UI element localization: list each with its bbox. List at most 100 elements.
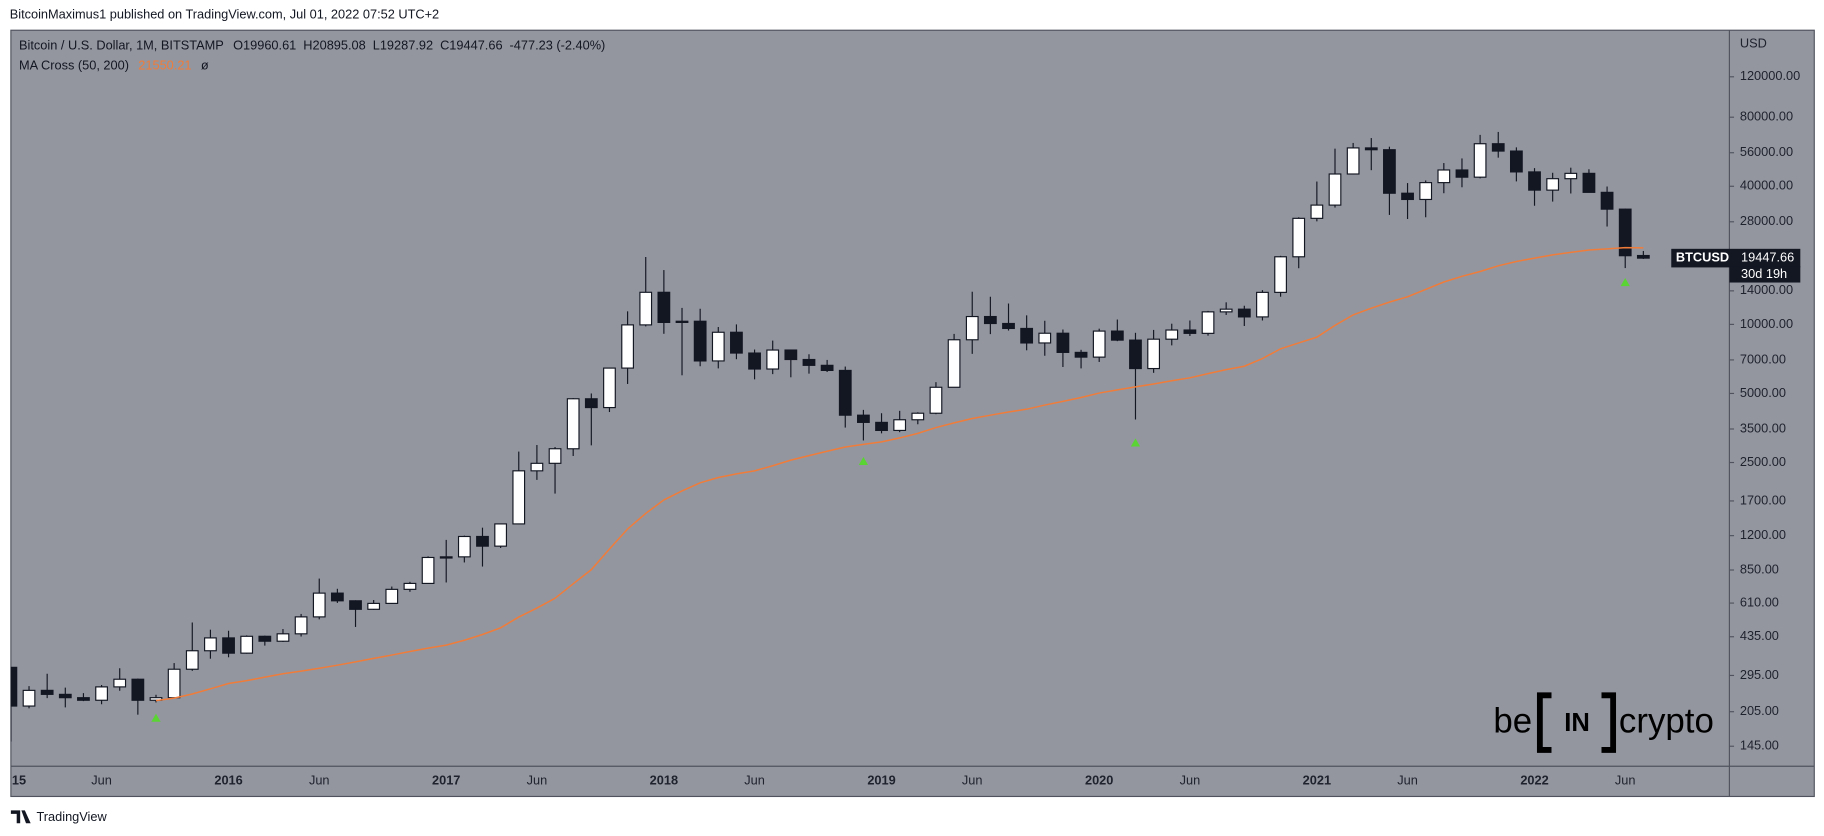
candle-body <box>1528 171 1541 191</box>
y-tick-label: 10000.00 <box>1740 316 1793 331</box>
candle-body <box>983 315 997 325</box>
legend-ma-value: 21550.21 <box>138 58 191 73</box>
candle-body <box>312 592 326 618</box>
candle-body <box>185 650 199 670</box>
watermark-middle: IN <box>1564 709 1590 737</box>
legend-h-label: H <box>303 38 312 53</box>
legend-c-label: C <box>440 38 449 53</box>
candle-body <box>1509 150 1523 173</box>
price-label: BTCUSD 19447.66 30d 19h <box>1671 248 1801 283</box>
candle-body <box>548 448 562 464</box>
candle-body <box>875 421 888 432</box>
candle-body <box>95 686 108 701</box>
y-tick-label: 145.00 <box>1740 738 1779 753</box>
candle-body <box>947 339 961 388</box>
candle-body <box>1455 169 1469 178</box>
candle-body <box>240 635 254 654</box>
candle-body <box>330 592 344 602</box>
y-tick-label: 40000.00 <box>1740 178 1793 193</box>
y-tick-label: 1700.00 <box>1740 492 1786 507</box>
x-tick-label: Jun <box>1397 773 1418 788</box>
candle-body <box>40 689 54 695</box>
candle-body <box>711 331 725 362</box>
candle-body <box>1473 143 1487 178</box>
x-tick-label: 15 <box>12 773 26 788</box>
candle-body <box>1183 329 1197 334</box>
x-tick-label: Jun <box>744 773 765 788</box>
x-tick-label: 2018 <box>650 773 678 788</box>
x-tick-label: Jun <box>1180 773 1201 788</box>
candle-body <box>403 582 417 590</box>
countdown-box <box>1729 266 1801 283</box>
y-tick-label: 120000.00 <box>1740 68 1800 83</box>
legend-open: 19960.61 <box>243 38 296 53</box>
candle-body <box>1219 308 1233 313</box>
cross-marker <box>1620 278 1630 287</box>
y-tick-label: 80000.00 <box>1740 109 1793 124</box>
footer-text: TradingView <box>36 809 107 824</box>
candle-body <box>1328 173 1342 206</box>
candle-body <box>621 324 634 369</box>
x-tick-label: Jun <box>962 773 983 788</box>
candle-body <box>820 364 834 372</box>
candle-body <box>1038 332 1052 344</box>
candle-body <box>1564 172 1578 180</box>
candle-body <box>1618 208 1632 257</box>
candle-body <box>603 367 616 409</box>
x-tick-label: Jun <box>527 773 548 788</box>
candle-body <box>784 349 798 361</box>
candle-body <box>476 535 489 547</box>
candle-body <box>1582 172 1596 193</box>
candle-body <box>730 331 743 354</box>
candle-body <box>1292 217 1306 258</box>
candle-body <box>1346 147 1360 175</box>
y-tick-label: 3500.00 <box>1740 420 1786 435</box>
candle-body <box>457 535 471 558</box>
x-tick-label: Jun <box>91 773 112 788</box>
candle-body <box>1491 143 1505 152</box>
candle-body <box>639 291 653 326</box>
candle-body <box>1165 329 1179 340</box>
candle-body <box>675 320 689 323</box>
price-label-value: 19447.66 <box>1741 249 1794 264</box>
price-label-box <box>1671 248 1801 268</box>
footer: TradingView <box>10 809 107 824</box>
candle-body <box>494 523 508 547</box>
y-tick-label: 850.00 <box>1740 561 1779 576</box>
legend-high: 20895.08 <box>313 38 366 53</box>
candle-body <box>693 320 707 362</box>
candle-body <box>22 689 36 707</box>
candle-body <box>1636 254 1650 259</box>
y-tick-label: 610.00 <box>1740 594 1779 609</box>
cross-marker <box>1130 438 1141 447</box>
candle-body <box>385 588 399 604</box>
ma-line <box>155 246 1644 702</box>
candle-body <box>766 349 780 370</box>
cross-marker <box>858 456 869 466</box>
legend-ma-suffix: ø <box>201 58 209 73</box>
legend-change: -477.23 (-2.40%) <box>510 38 606 53</box>
x-tick-label: Jun <box>309 773 330 788</box>
candle-body <box>1147 338 1161 370</box>
price-label-symbol: BTCUSD <box>1676 249 1729 264</box>
candle-body <box>838 369 852 416</box>
y-tick-label: 28000.00 <box>1740 213 1793 228</box>
y-tick-label: 14000.00 <box>1740 282 1793 297</box>
candle-body <box>1437 169 1451 184</box>
candle-body <box>1002 322 1015 330</box>
attribution: BitcoinMaximus1 published on TradingView… <box>10 6 439 21</box>
candle-body <box>367 602 381 610</box>
y-tick-label: 7000.00 <box>1740 351 1786 366</box>
candle-body <box>1310 204 1324 219</box>
candle-body <box>566 398 580 450</box>
candle-body <box>1201 311 1215 334</box>
candle-body <box>1274 256 1287 293</box>
candle-body <box>1419 182 1433 201</box>
candle-body <box>1056 332 1070 353</box>
candle-body <box>1237 308 1251 318</box>
candle-body <box>1401 192 1414 201</box>
candle-body <box>530 462 544 472</box>
y-tick-label: 5000.00 <box>1740 385 1786 400</box>
legend-ma-name: MA Cross (50, 200) <box>19 58 129 73</box>
